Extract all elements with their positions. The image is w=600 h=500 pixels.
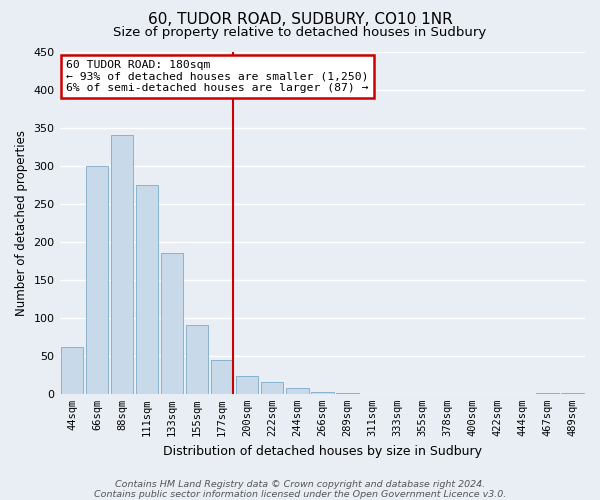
Text: 60, TUDOR ROAD, SUDBURY, CO10 1NR: 60, TUDOR ROAD, SUDBURY, CO10 1NR (148, 12, 452, 28)
Bar (311, 392, 334, 394)
Y-axis label: Number of detached properties: Number of detached properties (15, 130, 28, 316)
Text: Size of property relative to detached houses in Sudbury: Size of property relative to detached ho… (113, 26, 487, 39)
Bar (211, 360, 233, 394)
Text: Contains HM Land Registry data © Crown copyright and database right 2024.
Contai: Contains HM Land Registry data © Crown c… (94, 480, 506, 499)
Bar (61, 346, 83, 394)
Bar (236, 376, 259, 394)
Bar (336, 393, 359, 394)
Bar (86, 166, 109, 394)
Bar (261, 382, 283, 394)
Bar (111, 135, 133, 394)
Bar (186, 326, 208, 394)
X-axis label: Distribution of detached houses by size in Sudbury: Distribution of detached houses by size … (163, 444, 482, 458)
Bar (161, 253, 184, 394)
Bar (536, 393, 559, 394)
Text: 60 TUDOR ROAD: 180sqm
← 93% of detached houses are smaller (1,250)
6% of semi-de: 60 TUDOR ROAD: 180sqm ← 93% of detached … (67, 60, 369, 94)
Bar (561, 393, 584, 394)
Bar (286, 388, 308, 394)
Bar (136, 184, 158, 394)
